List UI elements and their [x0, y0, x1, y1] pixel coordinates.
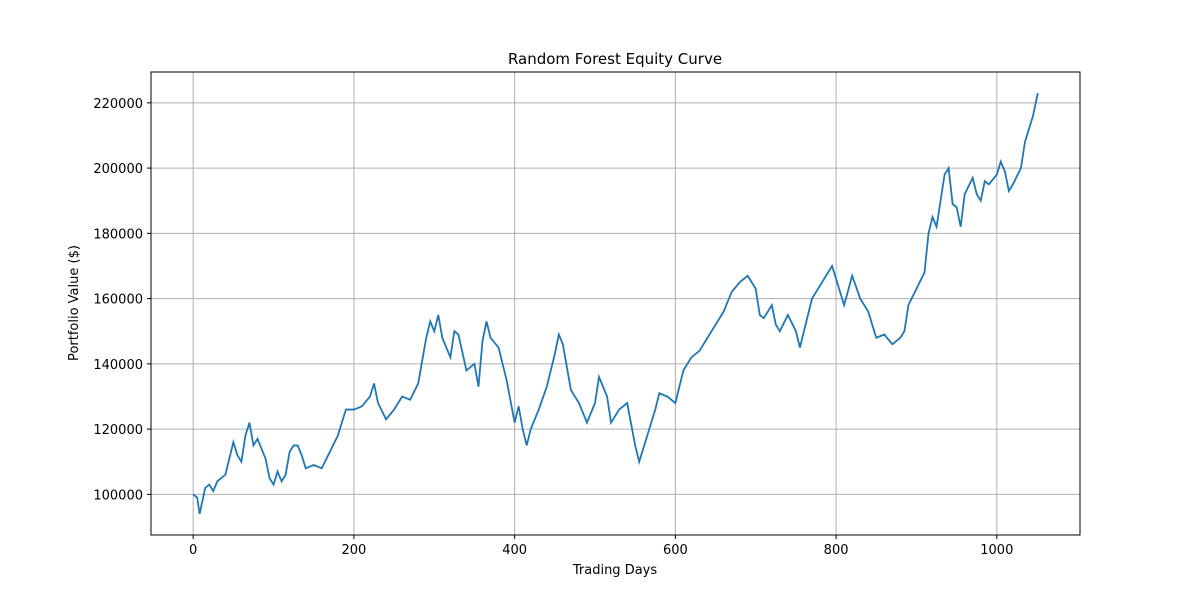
plot-frame: [150, 71, 1081, 536]
y-tick-label: 160000: [93, 293, 143, 308]
x-tick-label: 0: [189, 543, 197, 558]
x-tick-label: 800: [824, 543, 849, 558]
y-tick-label: 220000: [93, 97, 143, 112]
y-tick-label: 200000: [93, 162, 143, 177]
x-axis-label: Trading Days: [572, 563, 657, 578]
y-tick-label: 140000: [93, 358, 143, 373]
y-tick-label: 100000: [93, 488, 143, 503]
y-tick-label: 120000: [93, 423, 143, 438]
x-tick-label: 1000: [980, 543, 1013, 558]
line: [192, 92, 1039, 515]
y-axis-label: Portfolio Value ($): [67, 245, 82, 361]
x-tick-label: 600: [663, 543, 688, 558]
chart-title: Random Forest Equity Curve: [508, 50, 722, 68]
x-tick-label: 200: [342, 543, 367, 558]
x-tick-label: 400: [502, 543, 527, 558]
y-tick-label: 180000: [93, 227, 143, 242]
